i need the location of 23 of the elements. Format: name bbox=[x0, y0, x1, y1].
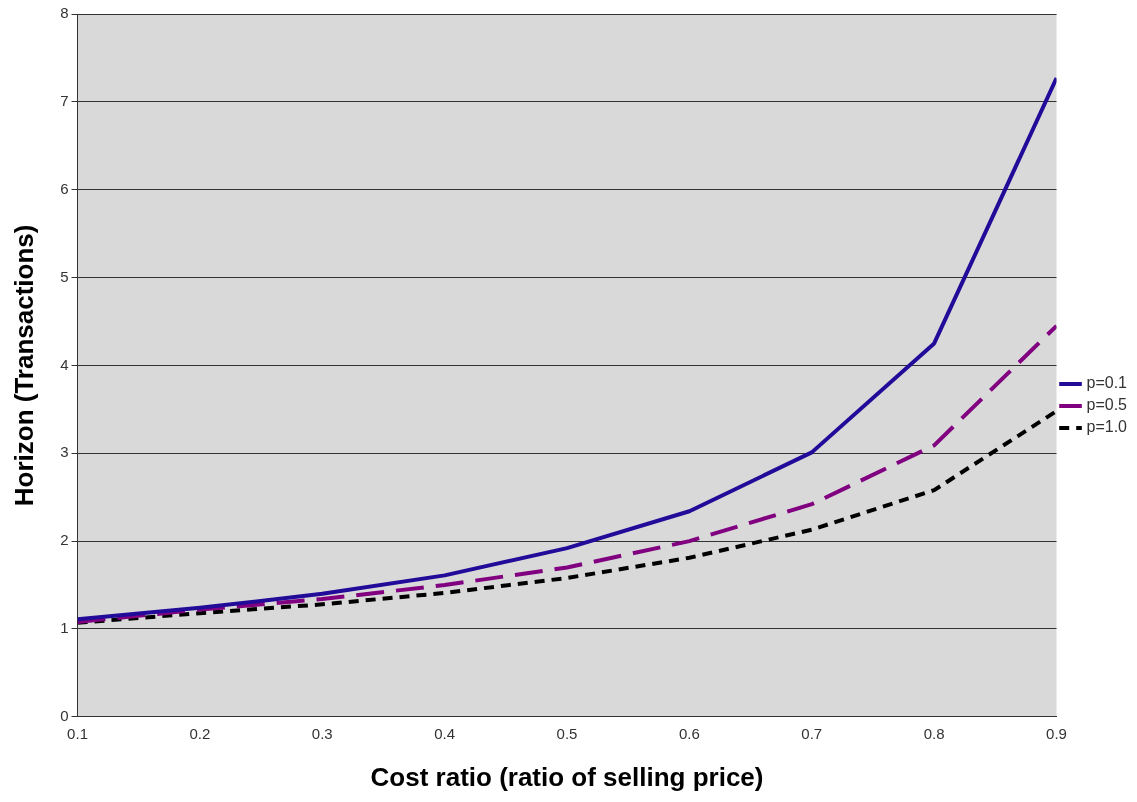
x-axis-title: Cost ratio (ratio of selling price) bbox=[370, 761, 764, 792]
y-axis-title: Horizon (Transactions) bbox=[8, 224, 39, 507]
x-tick-label: 0.9 bbox=[1046, 724, 1067, 742]
y-tick-label: 3 bbox=[60, 443, 69, 461]
y-tick-label: 7 bbox=[60, 91, 69, 109]
x-tick-label: 0.8 bbox=[923, 724, 945, 742]
x-tick-label: 0.1 bbox=[67, 724, 88, 742]
y-tick-label: 1 bbox=[60, 619, 69, 637]
y-tick-label: 2 bbox=[60, 531, 69, 549]
x-tick-label: 0.7 bbox=[801, 724, 823, 742]
y-tick-label: 0 bbox=[60, 706, 69, 724]
x-tick-label: 0.6 bbox=[678, 724, 700, 742]
legend-label: p=0.1 bbox=[1086, 374, 1128, 392]
y-tick-label: 6 bbox=[60, 179, 69, 197]
x-tick-label: 0.5 bbox=[556, 724, 578, 742]
legend-label: p=1.0 bbox=[1086, 418, 1128, 436]
x-tick-label: 0.4 bbox=[434, 724, 456, 742]
x-tick-label: 0.3 bbox=[311, 724, 333, 742]
x-tick-label: 0.2 bbox=[189, 724, 211, 742]
legend-label: p=0.5 bbox=[1086, 396, 1128, 414]
y-tick-label: 4 bbox=[60, 355, 69, 373]
y-tick-label: 8 bbox=[60, 4, 69, 22]
y-tick-label: 5 bbox=[60, 267, 69, 285]
